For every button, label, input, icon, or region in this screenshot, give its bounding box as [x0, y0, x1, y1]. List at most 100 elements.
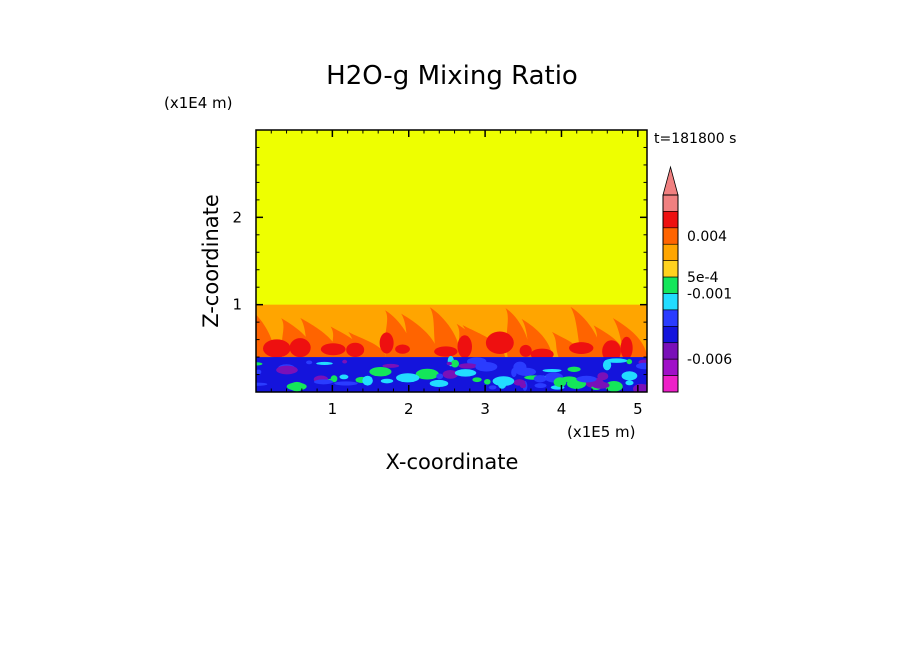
- mix-patch: [316, 361, 333, 366]
- mix-patch: [516, 367, 536, 376]
- mix-patch: [458, 363, 478, 369]
- mix-patch: [380, 378, 394, 384]
- colorbar-level: [662, 309, 679, 327]
- colorbar-level: [662, 243, 679, 261]
- mix-patch: [446, 361, 452, 366]
- mix-patch: [454, 369, 477, 377]
- x-scale-label: (x1E5 m): [567, 423, 636, 441]
- mix-patch: [450, 359, 460, 368]
- x-axis: 1 2 3 4 5: [270, 130, 643, 418]
- colorbar-level: [662, 194, 679, 212]
- colorbar-level: [662, 342, 679, 360]
- mix-patch: [621, 371, 638, 381]
- mix-patch: [339, 374, 349, 380]
- mix-patch: [633, 383, 647, 392]
- mix-patch: [602, 359, 612, 371]
- time-label: t=181800 s: [654, 131, 736, 147]
- mix-patch: [442, 369, 458, 379]
- plume-core: [485, 331, 514, 355]
- mix-patch: [382, 363, 400, 368]
- plume: [612, 318, 647, 358]
- mix-patch: [276, 365, 298, 375]
- y-axis: 12: [232, 146, 647, 376]
- plume-core: [395, 344, 410, 354]
- y-scale-label: (x1E4 m): [164, 94, 233, 112]
- colorbar-level: [662, 358, 679, 376]
- colorbar-level: [662, 211, 679, 229]
- mix-patch: [334, 381, 358, 386]
- plume-core: [602, 340, 621, 363]
- colorbar-frame: [662, 194, 679, 393]
- x-tick-label: 3: [480, 400, 490, 418]
- mix-patch: [472, 377, 482, 383]
- mix-patch: [605, 381, 623, 392]
- plume-core: [569, 342, 594, 354]
- mix-patch: [256, 369, 262, 375]
- plume-core: [457, 335, 472, 359]
- mix-patch: [256, 382, 268, 386]
- mix-patch: [256, 362, 263, 366]
- colorbar-level: [662, 260, 679, 278]
- mix-patch: [497, 378, 507, 389]
- mix-patch: [567, 366, 581, 372]
- x-tick-label: 4: [557, 400, 567, 418]
- plume-core: [620, 336, 633, 360]
- colorbar-label: -0.001: [687, 287, 732, 303]
- colorbar-label: -0.006: [687, 352, 732, 368]
- plume-core: [320, 343, 346, 356]
- colorbar-level: [662, 326, 679, 344]
- plume-core: [289, 338, 311, 358]
- colorbar: 0.004 5e-4-0.001 -0.006: [662, 165, 732, 393]
- mix-patch: [369, 367, 392, 377]
- mix-patch: [306, 360, 313, 365]
- chart-title: H2O-g Mixing Ratio: [326, 61, 578, 91]
- mix-patch: [576, 375, 597, 383]
- plume-core: [346, 342, 365, 357]
- colorbar-level: [662, 375, 679, 393]
- colorbar-level: [662, 276, 679, 294]
- mix-patch: [626, 359, 633, 365]
- y-tick-label: 2: [232, 208, 242, 226]
- colorbar-label: 0.004: [687, 229, 727, 245]
- mix-patch: [534, 383, 547, 389]
- plume-core: [434, 346, 458, 357]
- mix-patch: [542, 368, 562, 373]
- plume-core: [519, 344, 532, 357]
- x-tick-label: 2: [404, 400, 414, 418]
- plume-core: [263, 339, 291, 358]
- mix-patch: [635, 362, 647, 370]
- mix-patch: [591, 381, 610, 389]
- plume: [401, 313, 440, 358]
- x-axis-label: X-coordinate: [386, 450, 519, 474]
- mix-patch: [488, 385, 497, 390]
- x-tick-label: 5: [633, 400, 643, 418]
- mix-patch: [484, 378, 491, 385]
- mix-patch: [429, 379, 449, 387]
- mix-patch: [597, 372, 609, 381]
- mix-patch: [415, 368, 439, 380]
- mix-patch: [342, 359, 348, 364]
- colorbar-level: [662, 227, 679, 245]
- mix-patch: [519, 382, 527, 389]
- colorbar-label: 5e-4: [687, 270, 719, 286]
- mix-patch: [396, 373, 420, 383]
- y-tick-label: 1: [232, 296, 242, 314]
- colorbar-level: [662, 293, 679, 311]
- y-axis-label: Z-coordinate: [199, 194, 223, 328]
- mix-patch: [533, 375, 547, 383]
- colorbar-extend-arrow: [662, 165, 679, 196]
- x-tick-label: 1: [328, 400, 338, 418]
- mix-patch: [362, 375, 373, 386]
- mix-patch: [605, 358, 628, 363]
- mix-patch: [289, 381, 304, 392]
- mix-patch: [313, 379, 334, 385]
- plume-core: [379, 332, 394, 354]
- mix-patch: [436, 373, 444, 380]
- plume: [570, 306, 603, 358]
- plume: [429, 307, 462, 358]
- plot-frame: [255, 129, 648, 393]
- mix-patch: [625, 380, 634, 386]
- mix-patch: [475, 361, 498, 372]
- heatmap-field: [256, 130, 647, 392]
